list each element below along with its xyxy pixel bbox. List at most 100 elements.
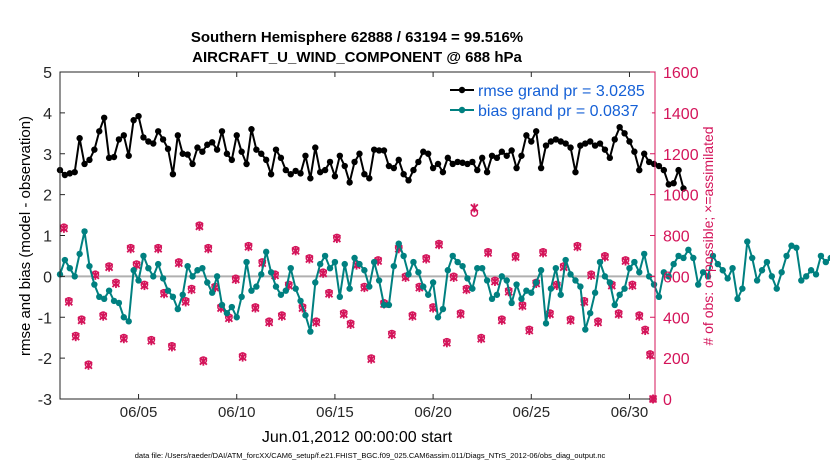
bias-point	[616, 291, 623, 298]
bias-point	[803, 273, 810, 280]
obs-assimilated-marker	[573, 242, 582, 252]
rmse-point	[508, 147, 515, 154]
y-tick-label: 0	[43, 269, 52, 286]
bias-point	[316, 260, 324, 268]
obs-assimilated-marker	[538, 248, 548, 258]
bias-point	[778, 269, 785, 276]
bias-point	[537, 267, 545, 274]
obs-assimilated-marker	[339, 309, 348, 319]
bias-point	[660, 269, 668, 276]
rmse-point	[189, 160, 196, 168]
bias-point	[91, 281, 98, 288]
legend-rmse-marker	[458, 86, 466, 94]
bias-point	[154, 260, 162, 268]
x-tick-label: 06/10	[218, 404, 256, 421]
rmse-point	[321, 166, 329, 174]
rmse-point	[493, 154, 501, 162]
bias-point	[115, 299, 123, 307]
bias-point	[366, 283, 373, 290]
x-axis-ticks: 06/05 06/10 06/15 06/20 06/25 06/30	[120, 72, 648, 421]
bias-point	[739, 285, 746, 292]
rmse-point	[611, 136, 618, 143]
bias-point	[508, 299, 515, 307]
obs-assimilated-marker	[525, 326, 534, 336]
x-tick-label: 06/25	[513, 404, 551, 421]
obs-assimilated-marker	[422, 254, 431, 264]
obs-assimilated-marker	[490, 276, 500, 286]
bias-point	[591, 289, 599, 296]
rmse-point	[150, 140, 157, 147]
bias-point	[405, 271, 412, 278]
y-right-tick-label: 0	[663, 392, 672, 409]
rmse-point	[213, 146, 221, 153]
rmse-point	[233, 132, 240, 139]
y-axis-label-left: rmse and bias (model - observation)	[17, 116, 34, 356]
bias-point	[596, 258, 604, 266]
chart-title: Southern Hemisphere 62888 / 63194 = 99.5…	[191, 29, 523, 46]
rmse-point	[120, 132, 128, 139]
x-tick-label: 06/15	[316, 404, 354, 421]
bias-point	[189, 273, 196, 280]
bias-point	[76, 250, 83, 258]
rmse-point	[204, 141, 211, 148]
bias-point	[567, 271, 574, 278]
rmse-point	[336, 152, 344, 159]
obs-assimilated-marker	[305, 254, 314, 264]
bias-point	[287, 265, 294, 272]
bias-point	[650, 281, 658, 288]
rmse-point	[631, 148, 638, 155]
obs-assimilated-marker	[387, 330, 397, 340]
rmse-point	[86, 156, 93, 164]
bias-point	[680, 254, 687, 262]
chart-subtitle: AIRCRAFT_U_WIND_COMPONENT @ 688 hPa	[192, 49, 522, 66]
bias-point	[557, 291, 564, 298]
rmse-point	[184, 151, 191, 158]
bias-point	[749, 254, 756, 262]
rmse-point	[238, 148, 245, 155]
rmse-point	[81, 160, 88, 168]
obs-assimilated-marker	[614, 309, 623, 319]
rmse-point	[218, 128, 226, 135]
rmse-point	[528, 138, 535, 145]
bias-point	[542, 320, 550, 327]
bias-point	[356, 260, 363, 268]
rmse-point	[164, 145, 172, 153]
rmse-point	[444, 154, 452, 162]
rmse-point	[316, 168, 324, 176]
bias-point	[753, 277, 761, 284]
rmse-point	[655, 162, 663, 170]
rmse-point	[125, 152, 132, 159]
y-tick-label: -2	[38, 351, 52, 368]
bias-point	[429, 279, 437, 286]
legend-bias-label: bias grand pr = 0.0837	[478, 103, 639, 120]
bias-point	[307, 328, 314, 335]
obs-assimilated-marker	[181, 297, 190, 307]
rmse-point	[326, 158, 334, 166]
bias-point	[282, 287, 290, 294]
y-right-tick-label: 1600	[663, 65, 699, 82]
rmse-point	[341, 162, 348, 170]
bias-point	[410, 258, 417, 266]
obs-assimilated-marker	[449, 272, 458, 282]
bias-point	[258, 271, 265, 278]
obs-assimilated-marker	[566, 315, 575, 325]
obs-assimilated-marker	[147, 336, 156, 346]
obs-assimilated-marker	[470, 203, 479, 213]
rmse-point	[454, 158, 461, 166]
obs-assimilated-marker	[59, 223, 69, 233]
rmse-point	[640, 150, 648, 157]
bias-point	[179, 291, 186, 298]
obs-assimilated-marker	[621, 256, 630, 266]
bias-point	[262, 248, 270, 256]
rmse-point	[449, 160, 456, 168]
obs-assimilated-marker	[462, 285, 471, 295]
obs-assimilated-marker	[264, 317, 274, 327]
bias-point	[636, 269, 643, 276]
rmse-point	[557, 138, 564, 145]
bias-point	[724, 275, 731, 282]
bias-point	[704, 273, 712, 280]
rmse-point	[513, 164, 520, 172]
bias-point	[267, 269, 275, 276]
obs-assimilated-marker	[456, 309, 465, 319]
